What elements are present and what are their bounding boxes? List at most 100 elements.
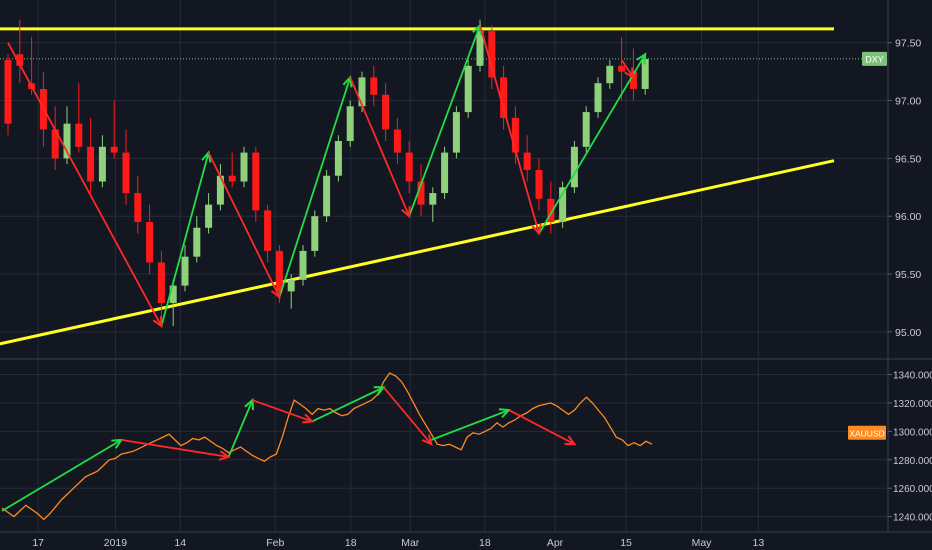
- dxy-candle: [216, 164, 224, 211]
- dxy-down-arrow-head: [624, 67, 635, 80]
- dxy-up-arrow-shaft: [160, 152, 210, 327]
- dxy-tag-label: DXY: [865, 54, 884, 64]
- time-axis[interactable]: 17 2019 14 Feb 18 Mar 18 Apr 15 May 13: [0, 531, 932, 549]
- candle-body: [122, 152, 130, 194]
- dxy-trendlines[interactable]: [0, 27, 888, 355]
- xauusd-price-axis[interactable]: 1240.000 1260.000 1280.000 1300.000 1320.000…: [887, 359, 932, 532]
- dxy-up-arrow-shaft: [538, 53, 646, 235]
- xauusd-up-arrow-shaft: [227, 399, 254, 458]
- candle-body: [323, 175, 331, 217]
- dxy-candle: [228, 152, 236, 188]
- candle-body: [606, 65, 614, 84]
- time-axis-label: 18: [479, 537, 491, 549]
- xauusd-down-arrow[interactable]: [252, 399, 315, 424]
- dxy-candle: [464, 60, 472, 118]
- xauusd-down-arrow-shaft: [121, 439, 229, 458]
- dxy-candle: [441, 146, 449, 199]
- dxy-tick-label: 95.00: [895, 327, 921, 339]
- time-axis-label: 15: [620, 537, 632, 549]
- xauusd-last-price-tag: XAUUSD: [848, 425, 886, 440]
- xauusd-price-line: [1, 372, 653, 521]
- xauusd-down-arrow[interactable]: [382, 386, 433, 446]
- dxy-arrows[interactable]: [7, 23, 647, 329]
- dxy-candle: [252, 146, 260, 222]
- dxy-down-arrow[interactable]: [7, 42, 163, 329]
- dxy-pane[interactable]: 95.00 95.50 96.00 96.50 97.00 97.50 DXY: [0, 0, 921, 359]
- candle-body: [523, 152, 531, 170]
- dxy-tick-label: 97.00: [895, 96, 921, 108]
- time-axis-label: Feb: [266, 537, 284, 549]
- dxy-tick-label: 95.50: [895, 269, 921, 281]
- xauusd-pane[interactable]: 1240.000 1260.000 1280.000 1300.000 1320.000…: [0, 359, 932, 532]
- dxy-down-arrow-shaft: [207, 152, 281, 298]
- dxy-down-arrow-shaft: [349, 77, 411, 217]
- xauusd-tick-label: 1320.000: [893, 399, 932, 410]
- dxy-down-arrow[interactable]: [207, 152, 281, 300]
- time-axis-label: 14: [174, 537, 186, 549]
- candle-body: [582, 112, 590, 147]
- dxy-candle: [393, 117, 401, 165]
- xauusd-up-arrow-shaft: [431, 409, 510, 441]
- candle-body: [193, 227, 201, 257]
- dxy-candle: [405, 141, 413, 194]
- dxy-down-arrow-shaft: [7, 42, 163, 327]
- dxy-candle: [110, 100, 118, 159]
- support-trendline[interactable]: [0, 159, 835, 355]
- xauusd-down-arrow-head: [564, 435, 577, 446]
- xauusd-arrows[interactable]: [1, 386, 577, 512]
- candle-body: [429, 193, 437, 205]
- dxy-candle: [559, 181, 567, 228]
- candle-body: [346, 106, 354, 142]
- time-axis-label: May: [692, 537, 713, 549]
- xauusd-down-arrow-head: [302, 413, 315, 424]
- candle-body: [594, 83, 602, 113]
- time-axis-label: 13: [753, 537, 765, 549]
- candle-body: [287, 279, 295, 292]
- candle-body: [358, 77, 366, 107]
- candle-body: [87, 146, 95, 182]
- candle-body: [264, 210, 272, 251]
- candle-body: [51, 129, 59, 159]
- time-axis-label: Mar: [401, 537, 420, 549]
- xauusd-up-arrow-shaft: [1, 439, 122, 512]
- candle-body: [216, 175, 224, 205]
- candle-body: [535, 169, 543, 199]
- dxy-candle: [488, 25, 496, 89]
- dxy-down-arrow[interactable]: [620, 59, 635, 80]
- dxy-candle: [16, 19, 24, 84]
- xauusd-down-arrow[interactable]: [121, 439, 231, 461]
- xauusd-tick-label: 1240.000: [893, 513, 932, 524]
- candle-body: [75, 123, 83, 147]
- candle-body: [441, 152, 449, 194]
- dxy-candle: [382, 83, 390, 142]
- dxy-candle: [535, 158, 543, 211]
- dxy-down-arrow[interactable]: [349, 77, 411, 219]
- candle-body: [169, 285, 177, 303]
- dxy-candle: [334, 135, 342, 182]
- xauusd-tick-label: 1260.000: [893, 484, 932, 495]
- xauusd-tag-background: [848, 425, 886, 440]
- candle-body: [16, 54, 24, 66]
- dxy-candle: [570, 141, 578, 194]
- dxy-candle: [240, 146, 248, 188]
- dxy-up-arrow[interactable]: [538, 52, 647, 235]
- dxy-down-arrow-head: [270, 287, 281, 300]
- xauusd-down-arrow-head: [218, 450, 231, 461]
- candle-body: [500, 77, 508, 118]
- candle-body: [146, 221, 154, 263]
- dxy-candle: [523, 135, 531, 182]
- dxy-candle: [287, 274, 295, 309]
- dxy-down-arrow[interactable]: [479, 25, 542, 236]
- dxy-candle: [98, 135, 106, 188]
- dxy-candle: [606, 60, 614, 89]
- candle-body: [559, 187, 567, 222]
- xauusd-down-arrow[interactable]: [508, 409, 577, 446]
- dxy-candle: [500, 65, 508, 130]
- candle-body: [252, 152, 260, 211]
- time-axis-label: 18: [345, 537, 357, 549]
- candle-body: [547, 198, 555, 222]
- dxy-price-axis[interactable]: 95.00 95.50 96.00 96.50 97.00 97.50: [887, 0, 921, 359]
- candle-body: [570, 146, 578, 188]
- candle-body: [299, 250, 307, 280]
